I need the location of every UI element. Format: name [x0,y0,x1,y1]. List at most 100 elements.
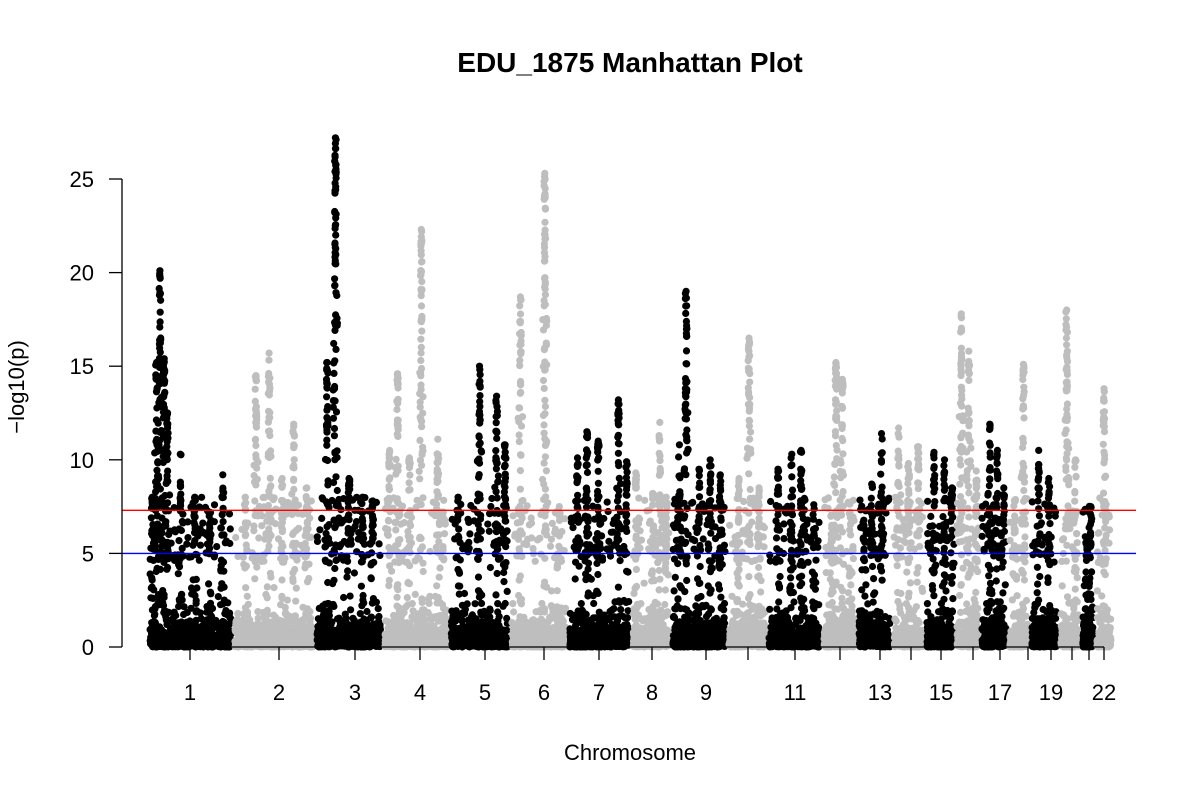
chr1-snp-point [184,534,192,542]
chr1-snp-point [193,607,201,615]
chr4-snp-point [393,430,401,438]
chr4-snp-point [416,413,424,421]
chr4-snp-point [422,629,430,637]
chr3-snp-point [331,153,339,161]
chr3-snp-point [359,591,367,600]
chr5-snp-point [488,494,496,503]
chr5-snp-point [454,582,462,590]
chr5-snp-point [493,407,501,416]
chr5-snp-point [501,483,509,491]
chr3-snp-point [358,623,366,631]
chr2-snp-point [302,560,310,568]
chr1-snp-point [156,318,164,326]
chr3-snp-point [367,613,376,621]
chr1-snp-point [153,483,161,491]
chr5-snp-point [475,432,483,440]
chr4-snp-point [416,533,424,541]
chr2-snp-point [292,584,300,592]
chr5-snp-point [471,600,479,608]
chr2-snp-point [277,544,285,552]
chr4-snp-point [384,625,392,633]
chr1-lead-snp-point [152,358,161,367]
chr5-snp-point [466,631,474,639]
chr4-snp-point [406,522,415,530]
chr1-snp-point [196,626,204,634]
chr1-snp-point [171,528,179,536]
chr3-snp-point [329,403,337,411]
chr4-snp-point [415,555,423,563]
chr2-snp-point [288,542,297,550]
chr1-snp-point [210,501,219,509]
chr2-snp-point [279,633,288,641]
chr3-snp-point [346,592,354,600]
chr2-snp-point [242,584,250,592]
chr1-snp-point [206,599,215,607]
chr1-snp-point [219,518,227,526]
chr3-lead-snp-point [369,497,377,505]
chr1-snp-point [217,556,225,564]
chr2-snp-point [251,497,259,505]
chr1-snp-point [163,456,171,464]
chr5-snp-point [476,377,484,385]
chr1-snp-point [176,597,184,605]
chr4-snp-point [434,493,442,501]
chr4-snp-point [417,335,425,343]
chr4-snp-point [440,615,448,624]
chr3-snp-point [375,540,383,548]
chr1-snp-point [189,576,197,584]
chr4-snp-point [400,632,408,640]
chr1-snp-point [159,587,167,595]
chr2-snp-point [280,622,288,630]
chr1-snp-point [183,540,191,548]
chr4-snp-point [417,270,425,279]
chr3-snp-point [330,478,338,487]
chr1-snp-point [206,521,214,529]
chr1-snp-point [177,526,185,535]
chr3-snp-point [331,145,340,153]
chr1-lead-snp-point [156,267,164,275]
chr4-snp-point [385,576,393,584]
chr1-snp-point [204,528,212,536]
chr2-snp-point [255,534,263,542]
chr2-snp-point [254,608,262,616]
chr5-snp-point [484,520,492,528]
chr4-snp-point [417,356,425,365]
chr3-snp-point [375,612,383,621]
chr4-snp-point [385,475,393,483]
chr5-lead-snp-point [475,362,484,370]
chr1-snp-point [217,524,225,532]
chr4-snp-point [394,499,403,507]
chr3-lead-snp-point [323,358,331,367]
chr5-snp-point [475,455,483,463]
chr1-snp-point [213,543,221,551]
chr1-snp-point [225,510,234,518]
chr2-snp-point [291,565,299,574]
chr4-snp-point [404,578,412,587]
chr2-snp-point [252,441,260,450]
chr3-snp-point [344,498,352,506]
chr2-snp-point [278,592,286,601]
chr2-snp-point [263,517,271,525]
chr1-snp-point [167,633,175,641]
chr5-snp-point [492,528,500,536]
chr4-snp-point [419,494,427,502]
chr1-snp-point [191,537,199,545]
chr1-snp-point [220,531,228,539]
chr3-snp-point [347,625,355,633]
chr4-snp-point [406,621,414,629]
chr2-lead-snp-point [241,493,249,501]
chr3-snp-point [330,576,338,584]
chr1-snp-point [160,593,168,602]
chr4-snp-point [404,532,412,540]
chr2-snp-point [289,617,297,625]
chr1-snp-point [226,525,234,533]
chr3-lead-snp-point [359,493,367,501]
chr1-snp-point [214,642,223,650]
chr1-snp-point [150,612,158,620]
chr5-snp-point [455,590,463,598]
chr1-snp-point [193,584,201,592]
chr1-snp-point [156,348,164,356]
chr4-snp-point [405,479,413,487]
chr3-snp-point [332,185,340,194]
